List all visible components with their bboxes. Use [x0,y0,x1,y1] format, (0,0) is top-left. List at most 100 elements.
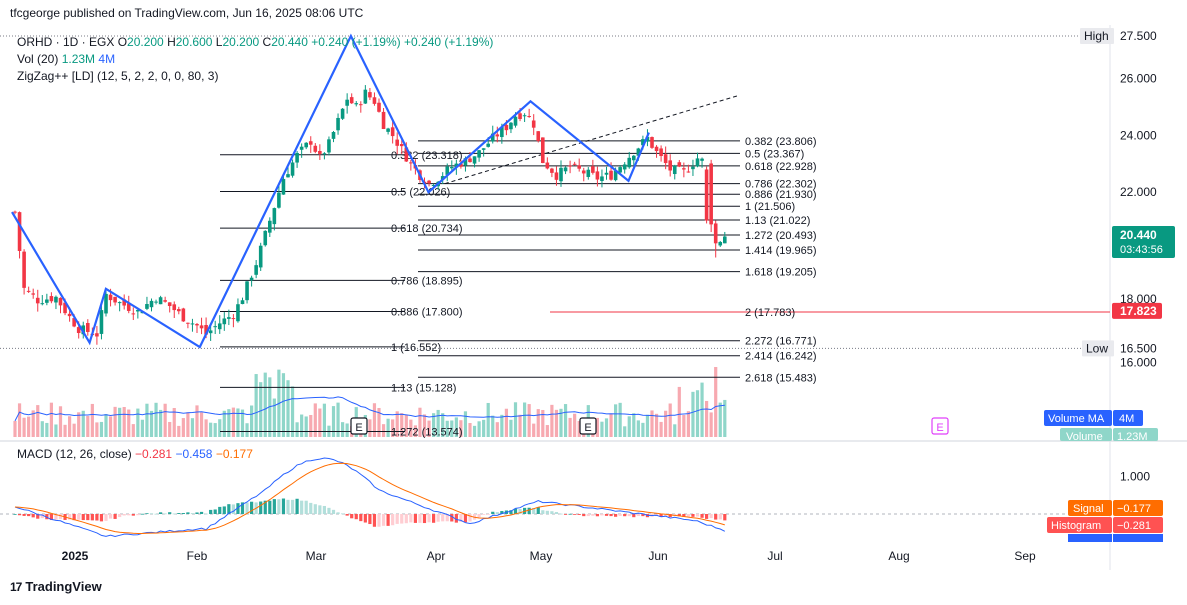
candle-body [108,294,113,301]
candle-body [286,174,290,178]
volume-bar [413,425,417,437]
symbol-label[interactable]: ORHD · 1D · EGX [17,35,115,49]
candle-body [154,301,158,303]
volume-bar [377,407,381,437]
zigzag-header[interactable]: ZigZag++ [LD] (12, 5, 2, 2, 0, 0, 80, 3) [17,69,218,83]
candle-body [177,309,181,312]
candle-body [622,164,627,170]
candle-body [577,165,581,169]
macd-histogram-bar [627,514,631,517]
candle-body [554,172,559,180]
volume-bar [195,405,199,437]
macd-histogram-bar [268,500,272,514]
candle-body [308,141,313,145]
candle-body [295,152,299,163]
earnings-marker [931,417,949,435]
low-value: 20.200 [222,35,260,49]
change-value: +0.240 (+1.19%) [311,35,401,49]
tradingview-brand[interactable]: 17 TradingView [10,579,102,594]
volume-bar [409,419,413,437]
candle-body [440,176,445,180]
macd-header[interactable]: MACD (12, 26, close) −0.281 −0.458 −0.17… [17,447,253,461]
volume-bar [218,419,222,437]
candle-body [399,144,404,147]
macd-histogram-bar [668,514,672,518]
macd-histogram-bar [163,513,167,515]
candle-body [636,148,641,156]
volume-bar [290,386,295,437]
volume-bar [331,406,336,437]
volume-ma-value-badge [1113,410,1143,426]
candle-body [145,304,149,309]
volume-bar [568,417,572,437]
price-tick-label: 16.000 [1120,356,1157,370]
macd-histogram-bar [54,514,58,520]
volume-bar [659,421,663,437]
volume-bar [532,423,536,437]
volume-bar [104,414,108,437]
volume-bar [491,415,495,437]
candle-body [531,120,536,128]
candle-body [131,313,136,315]
volume-bar [58,406,63,437]
volume-ma-line [14,396,725,422]
signal-badge-value: −0.177 [1117,503,1151,515]
candle-body [668,160,672,171]
volume-bar [99,421,104,437]
macd-histogram-bar [304,500,308,514]
price-tick-label: 22.000 [1120,185,1157,199]
dotted-guides [0,25,1187,570]
macd-histogram-bar [27,514,31,517]
candle-body [327,139,331,153]
fib-right-label: 1.272 (20.493) [745,230,817,242]
candle-body [486,143,490,147]
volume-bar [709,412,713,437]
volume-bar [604,418,609,437]
candle-body [163,300,167,302]
high-tag-bg [1080,28,1114,44]
volume-bar [131,424,135,437]
symbol-header: ORHD · 1D · EGX O20.200 H20.600 L20.200 … [17,35,493,49]
macd-histogram-bar [149,513,154,515]
macd-histogram-bar [331,509,336,514]
macd-histogram-bar [136,514,140,516]
current-price-badge [1112,226,1175,258]
volume-header[interactable]: Vol (20) 1.23M 4M [17,52,115,66]
publisher-attribution: tfcgeorge published on TradingView.com, … [10,6,364,20]
macd-histogram-bar [318,505,322,514]
candle-body [504,124,509,131]
volume-bar [509,419,513,437]
macd-histogram-bar [486,514,490,515]
macd-histogram-bar [586,514,590,517]
candle-body [104,293,108,314]
time-axis-label: Jun [648,549,667,563]
macd-histogram-bar [409,514,413,523]
volume-bar [118,407,122,437]
volume-bar [54,424,58,437]
volume-bar [645,414,650,437]
volume-bar [72,423,76,437]
candle-body [477,150,481,158]
volume-bars [13,367,727,437]
macd-histogram-bar [259,501,263,514]
candle-body [663,154,668,164]
candle-body [190,323,195,325]
candle-body [500,127,504,138]
volume-bar [122,406,126,437]
volume-bar [295,422,299,437]
volume-bar [477,421,481,437]
macd-histogram-bar [290,499,295,514]
candle-body [231,318,236,320]
volume-bar [513,402,518,437]
candle-body [213,326,217,328]
zigzag-line [11,33,650,349]
tradingview-wordmark: TradingView [25,579,102,594]
volume-indicator-label: Vol (20) [17,52,59,66]
macd-histogram-bar [454,514,458,523]
candle-body [450,166,454,169]
volume-value-badge [1113,428,1158,441]
macd-value-badge [1113,534,1163,542]
fib-right-label: 1 (21.506) [745,201,795,213]
candle-body [495,134,500,137]
